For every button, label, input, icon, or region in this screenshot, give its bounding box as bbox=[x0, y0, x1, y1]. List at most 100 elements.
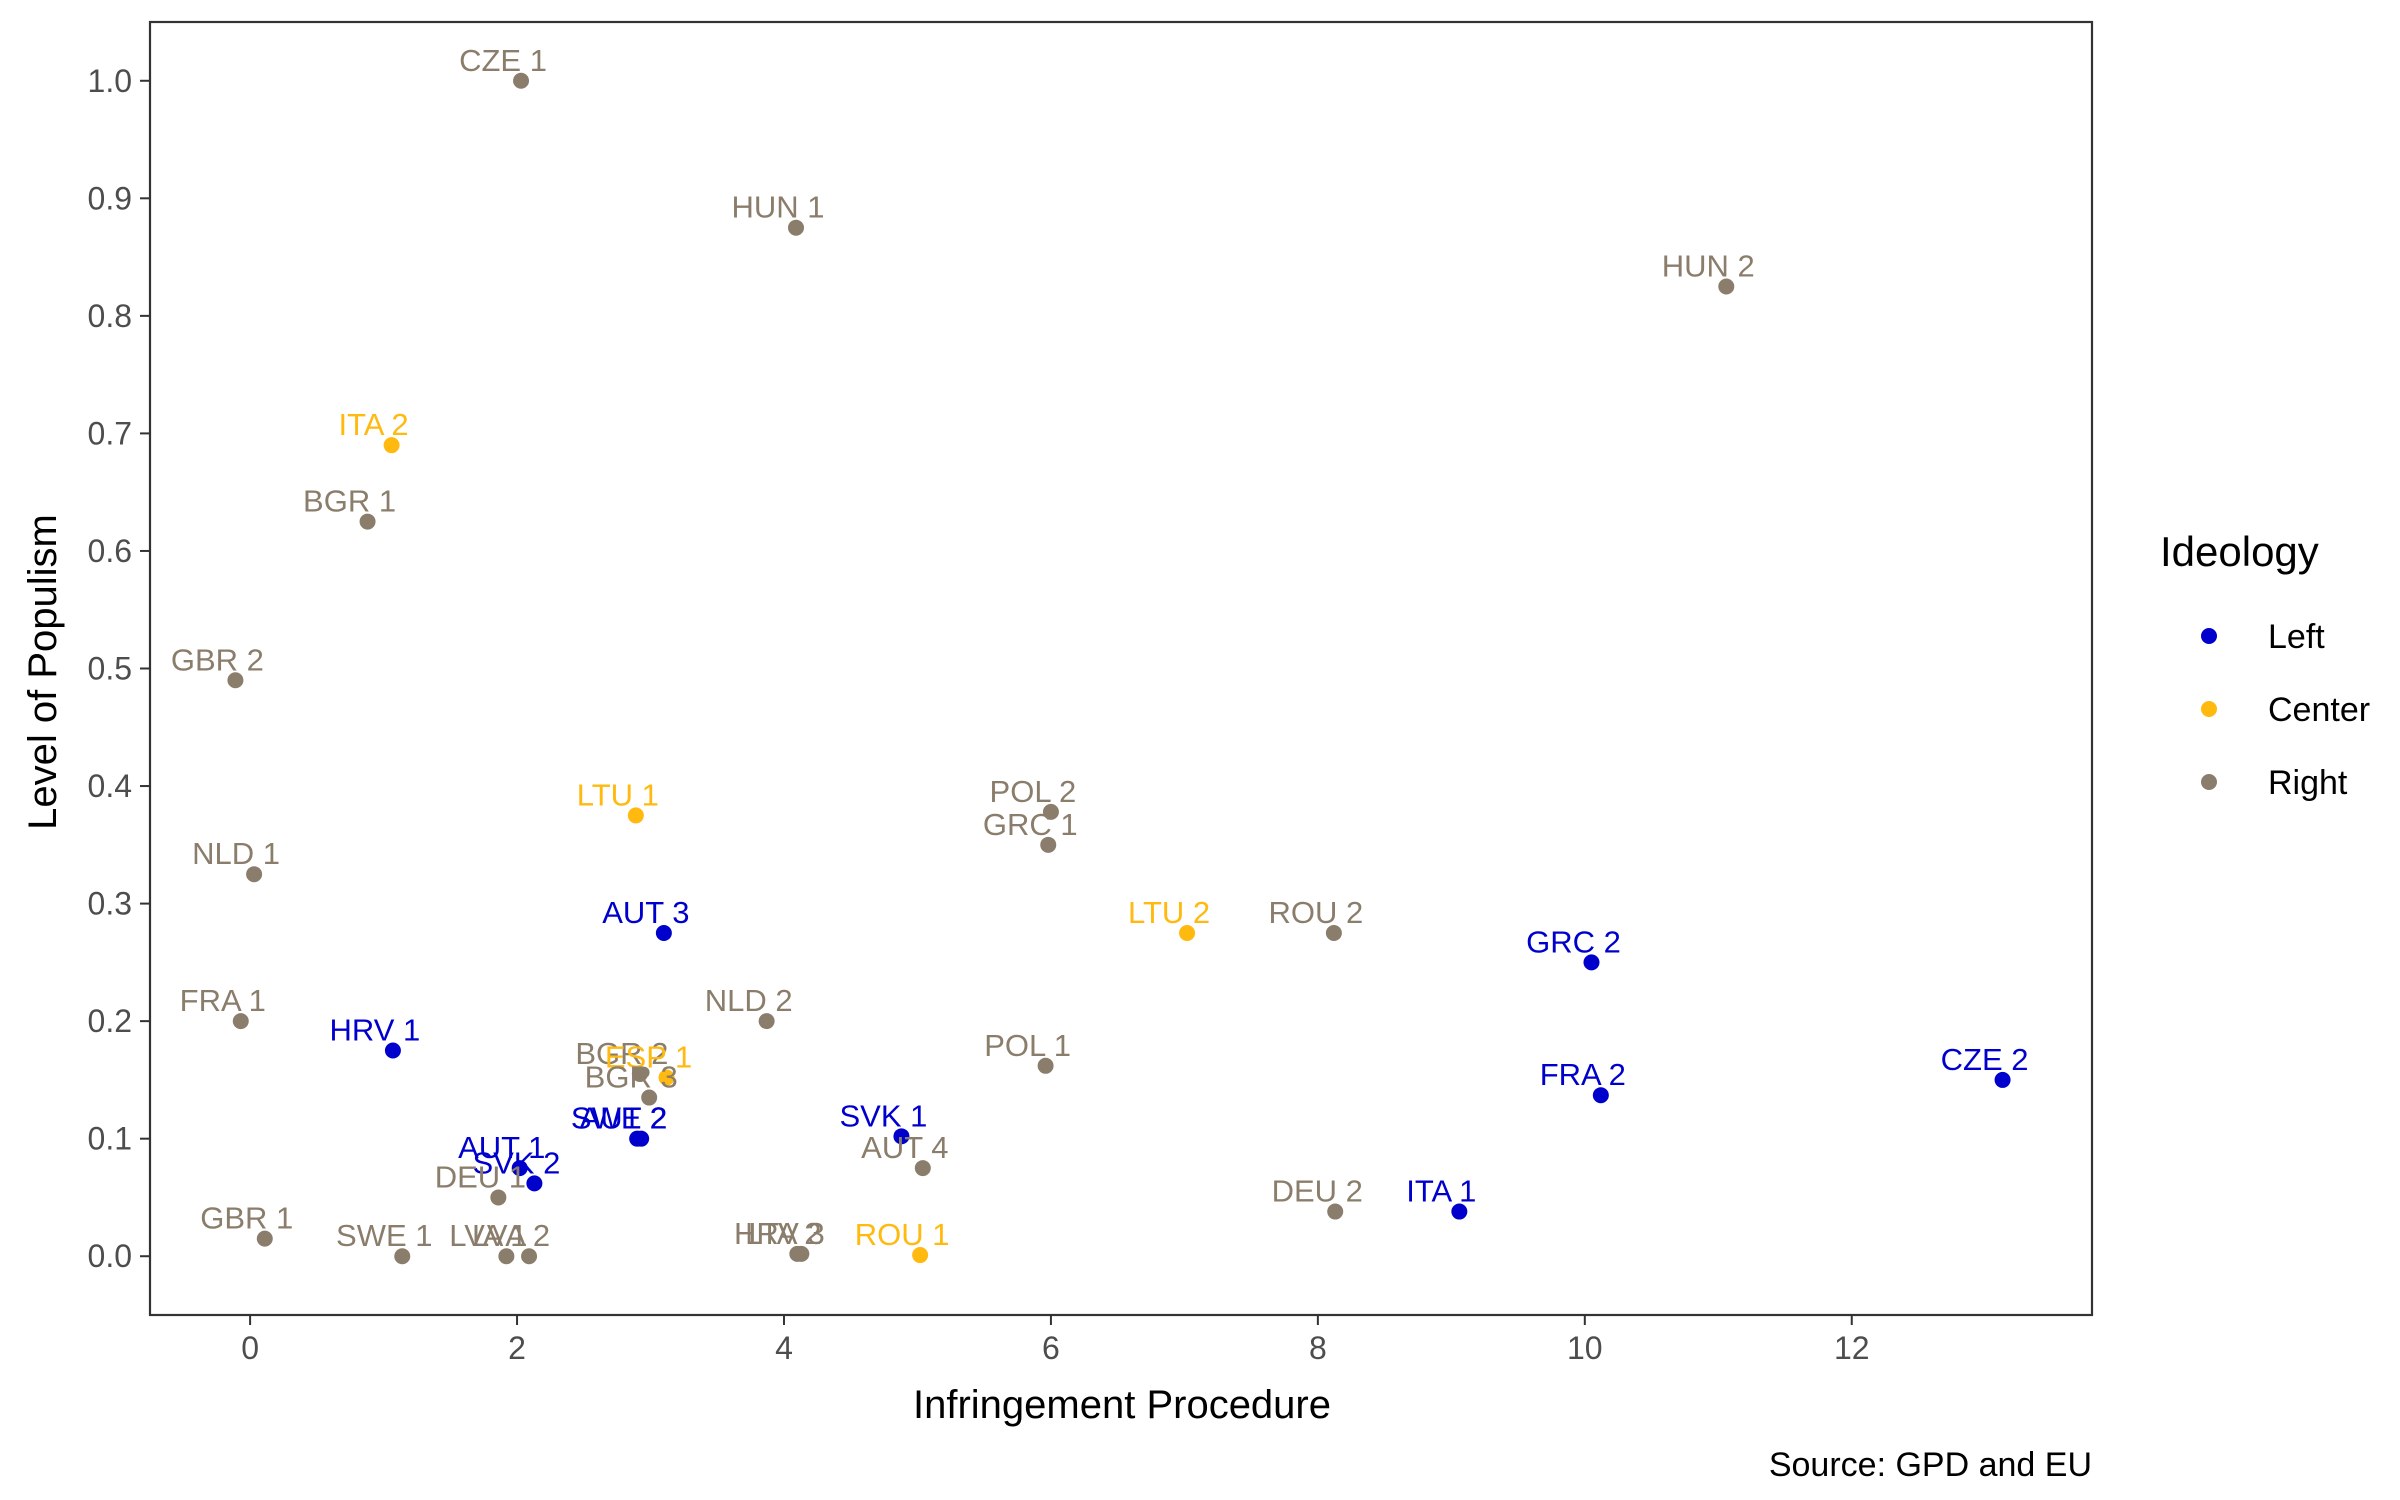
data-point bbox=[1718, 278, 1735, 295]
y-axis: 0.0 0.1 0.2 0.3 0.4 0.5 0.6 0.7 0.8 0.9 1.0 bbox=[88, 63, 150, 1274]
legend-label: Left bbox=[2268, 618, 2325, 656]
data-point-label: ROU 2 bbox=[1269, 895, 1364, 930]
legend-label: Center bbox=[2268, 691, 2370, 729]
legend-title: Ideology bbox=[2160, 528, 2319, 575]
x-tick-label: 12 bbox=[1834, 1330, 1870, 1366]
y-tick-label: 0.6 bbox=[88, 533, 132, 569]
data-point bbox=[1327, 1203, 1344, 1220]
data-point-label: BGR 2 bbox=[575, 1036, 668, 1071]
data-point-label: GBR 1 bbox=[200, 1201, 293, 1236]
y-tick-label: 0.2 bbox=[88, 1003, 132, 1039]
data-point bbox=[758, 1013, 775, 1030]
data-point bbox=[1037, 1057, 1054, 1074]
data-point bbox=[1325, 924, 1342, 941]
x-tick-label: 8 bbox=[1309, 1330, 1327, 1366]
x-axis-title: Infringement Procedure bbox=[913, 1383, 1331, 1427]
data-point bbox=[1592, 1087, 1609, 1104]
data-point-label: SVK 2 bbox=[472, 1145, 560, 1180]
data-point-label: LVA 2 bbox=[472, 1218, 550, 1253]
data-point-label: POL 2 bbox=[990, 774, 1077, 809]
data-point-label: LTA 2 bbox=[745, 1216, 821, 1251]
data-point-label: FRA 1 bbox=[180, 983, 266, 1018]
data-point bbox=[498, 1248, 515, 1265]
data-point bbox=[256, 1230, 273, 1247]
data-point-label: AUT 3 bbox=[602, 895, 689, 930]
data-point bbox=[627, 807, 644, 824]
data-point-label: CZE 2 bbox=[1941, 1042, 2029, 1077]
data-point-label: BGR 1 bbox=[303, 484, 396, 519]
data-point-label: GRC 1 bbox=[983, 807, 1078, 842]
y-tick-label: 0.8 bbox=[88, 298, 132, 334]
data-point-label: HUN 1 bbox=[731, 190, 824, 225]
data-point-label: NLD 1 bbox=[192, 836, 280, 871]
data-point bbox=[394, 1248, 411, 1265]
data-point-label: HUN 2 bbox=[1662, 248, 1755, 283]
data-point-label: ITA 2 bbox=[339, 407, 409, 442]
legend: Ideology Left Center Right bbox=[2160, 528, 2370, 802]
x-tick-label: 4 bbox=[775, 1330, 793, 1366]
data-point bbox=[526, 1175, 543, 1192]
data-point bbox=[1583, 954, 1600, 971]
data-labels: CZE 1 HUN 1 HUN 2 ITA 2 BGR 1 GBR 2 LTU 1 POL 2… bbox=[171, 43, 2029, 1253]
data-point bbox=[658, 1069, 675, 1086]
plot-area bbox=[148, 20, 2094, 1317]
data-point bbox=[912, 1247, 929, 1264]
data-point-label: LTU 1 bbox=[577, 777, 659, 812]
y-axis-title: Level of Populism bbox=[21, 514, 65, 830]
data-point bbox=[1042, 803, 1059, 820]
data-point bbox=[893, 1128, 910, 1145]
legend-key bbox=[2201, 774, 2217, 790]
data-point bbox=[490, 1189, 507, 1206]
data-point bbox=[631, 1066, 648, 1083]
data-point-label: AUT 1 bbox=[458, 1130, 545, 1165]
legend-key bbox=[2201, 701, 2217, 717]
data-point bbox=[227, 672, 244, 689]
data-point-label: LTU 2 bbox=[1128, 895, 1210, 930]
data-point-label: DEU 1 bbox=[435, 1159, 526, 1194]
y-tick-label: 0.3 bbox=[88, 886, 132, 922]
data-point bbox=[914, 1160, 931, 1177]
data-point-label: ITA 1 bbox=[1406, 1174, 1476, 1209]
data-point-label: SWE 2 bbox=[571, 1101, 667, 1136]
data-point bbox=[384, 1042, 401, 1059]
data-point bbox=[1040, 836, 1057, 853]
data-point bbox=[787, 219, 804, 236]
legend-label: Right bbox=[2268, 764, 2348, 802]
data-point bbox=[511, 1160, 528, 1177]
data-point bbox=[655, 924, 672, 941]
data-point bbox=[1179, 924, 1196, 941]
source-caption: Source: GPD and EU bbox=[1769, 1446, 2092, 1484]
data-point-label: GRC 2 bbox=[1526, 924, 1621, 959]
y-tick-label: 0.0 bbox=[88, 1238, 132, 1274]
data-point bbox=[513, 72, 530, 89]
data-point bbox=[246, 866, 263, 883]
legend-key bbox=[2201, 628, 2217, 644]
data-points bbox=[227, 72, 2011, 1265]
data-point-label: ROU 1 bbox=[855, 1217, 950, 1252]
data-point bbox=[521, 1248, 538, 1265]
data-point-label: SWE 1 bbox=[336, 1218, 432, 1253]
data-point-label: DEU 2 bbox=[1272, 1174, 1363, 1209]
y-tick-label: 0.1 bbox=[88, 1121, 132, 1157]
data-point-label: ESP 1 bbox=[605, 1040, 692, 1075]
plot-panel-border bbox=[148, 20, 2094, 1317]
data-point bbox=[1451, 1203, 1468, 1220]
data-point-label: SVK 1 bbox=[839, 1098, 927, 1133]
data-point bbox=[641, 1089, 658, 1106]
data-point bbox=[633, 1130, 650, 1147]
data-point-label: AUT 2 bbox=[580, 1101, 667, 1136]
data-point bbox=[793, 1245, 810, 1262]
data-point bbox=[1994, 1071, 2011, 1088]
x-tick-label: 0 bbox=[241, 1330, 259, 1366]
y-tick-label: 0.9 bbox=[88, 180, 132, 216]
data-point-label: POL 1 bbox=[984, 1028, 1071, 1063]
data-point bbox=[383, 437, 400, 454]
data-point-label: NLD 2 bbox=[705, 983, 793, 1018]
x-tick-label: 10 bbox=[1567, 1330, 1603, 1366]
data-point-label: AUT 4 bbox=[861, 1130, 948, 1165]
data-point-label: HRV 1 bbox=[330, 1013, 421, 1048]
data-point-label: CZE 1 bbox=[459, 43, 547, 78]
x-tick-label: 6 bbox=[1042, 1330, 1060, 1366]
data-point-label: LVA 1 bbox=[449, 1218, 527, 1253]
